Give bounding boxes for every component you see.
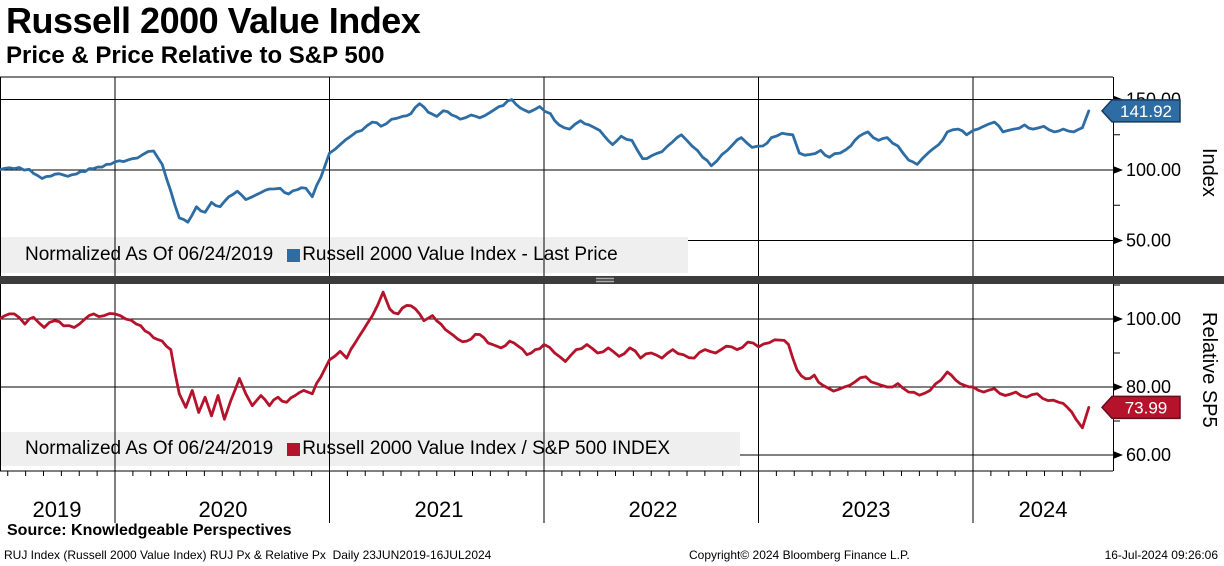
- x-tick-2023: 2023: [841, 497, 891, 522]
- series-label: Russell 2000 Value Index - Last Price: [302, 244, 618, 265]
- y-tick-label: 50.00: [1126, 231, 1171, 251]
- y-axis-title-relative: Relative SP5: [1198, 312, 1220, 428]
- x-tick-2021: 2021: [414, 497, 464, 522]
- y-axis-title-index: Index: [1198, 148, 1220, 197]
- normalized-note: Normalized As Of 06/24/2019: [25, 438, 274, 459]
- y-tick-label: 60.00: [1126, 445, 1171, 465]
- series-label: Russell 2000 Value Index / S&P 500 INDEX: [302, 438, 671, 459]
- last-price-label: 73.99: [1125, 398, 1168, 417]
- y-tick-label: 100.00: [1126, 160, 1181, 180]
- page-title: Russell 2000 Value Index: [6, 0, 421, 41]
- x-tick-2020: 2020: [198, 497, 248, 522]
- series-swatch-blue-icon: [287, 248, 301, 262]
- panel-separator: [0, 276, 1224, 284]
- y-tick-label: 100.00: [1126, 309, 1181, 329]
- page-subtitle: Price & Price Relative to S&P 500: [6, 42, 385, 69]
- last-price-badge: [1100, 99, 1181, 123]
- y-major-tick-arrow-icon: [1113, 315, 1123, 323]
- x-tick-2019: 2019: [32, 497, 82, 522]
- y-major-tick-arrow-icon: [1113, 236, 1123, 245]
- last-price-badge: [1100, 395, 1181, 420]
- y-major-tick-arrow-icon: [1113, 383, 1123, 391]
- y-major-tick-arrow-icon: [1113, 451, 1123, 459]
- footer-security-info: RUJ Index (Russell 2000 Value Index) RUJ…: [4, 548, 492, 562]
- source-line: Source: Knowledgeable Perspectives: [7, 522, 292, 539]
- legend-bottom-panel[interactable]: Normalized As Of 06/24/2019 Russell 2000…: [0, 432, 740, 466]
- normalized-note: Normalized As Of 06/24/2019: [25, 244, 274, 265]
- footer-copyright: Copyright© 2024 Bloomberg Finance L.P.: [689, 548, 910, 562]
- footer-timestamp: 16-Jul-2024 09:26:06: [1104, 548, 1218, 562]
- series-line: [0, 290, 1091, 430]
- y-major-tick-arrow-icon: [1113, 166, 1123, 174]
- series-line: [0, 98, 1091, 224]
- x-tick-2022: 2022: [628, 497, 678, 522]
- last-price-label: 141.92: [1120, 102, 1172, 121]
- y-tick-label: 80.00: [1126, 377, 1171, 397]
- series-swatch-red-icon: [287, 442, 301, 456]
- x-tick-2024: 2024: [1018, 497, 1068, 522]
